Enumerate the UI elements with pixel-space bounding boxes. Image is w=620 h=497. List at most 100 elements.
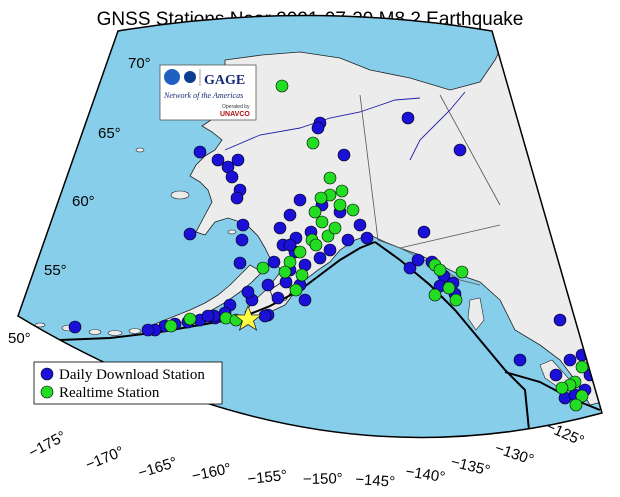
lat-label-50: 50° <box>8 330 31 347</box>
daily-download-station-marker <box>211 153 225 167</box>
realtime-station-marker <box>256 261 270 275</box>
gnss-stations <box>68 79 597 412</box>
daily-download-station-marker <box>68 320 82 334</box>
nsf-logo <box>164 69 180 85</box>
yukon-bc-border <box>439 94 501 206</box>
realtime-station-marker <box>428 288 442 302</box>
realtime-station-marker <box>455 265 469 279</box>
realtime-station-marker <box>555 381 569 395</box>
alaska-canada-border <box>359 94 379 241</box>
daily-download-station-marker <box>236 218 250 232</box>
realtime-station-marker <box>449 293 463 307</box>
lon-label-155: −155° <box>247 467 288 488</box>
nasa-logo <box>184 71 196 83</box>
daily-download-station-marker <box>183 227 197 241</box>
daily-download-station-marker <box>323 243 337 257</box>
daily-download-station-marker <box>230 191 244 205</box>
daily-download-station-marker <box>341 233 355 247</box>
legend-realtime-label: Realtime Station <box>59 385 160 401</box>
legend-daily-label: Daily Download Station <box>59 367 205 383</box>
daily-download-station-marker <box>563 353 577 367</box>
realtime-station-marker <box>275 79 289 93</box>
realtime-station-marker <box>433 263 447 277</box>
juan-de-fuca-boundary <box>504 371 601 411</box>
daily-download-station-marker <box>298 293 312 307</box>
daily-download-station-marker <box>453 143 467 157</box>
legend-daily-swatch <box>40 367 54 381</box>
daily-download-station-marker <box>261 278 275 292</box>
daily-download-station-marker <box>283 208 297 222</box>
lon-label-165: −165° <box>136 454 179 482</box>
realtime-station-marker <box>293 245 307 259</box>
canada-province-border <box>399 224 501 249</box>
daily-download-station-marker <box>293 193 307 207</box>
daily-download-station-marker <box>283 238 297 252</box>
legend: Daily Download Station Realtime Station <box>33 361 223 405</box>
lon-label-130: −130° <box>493 440 536 469</box>
daily-download-station-marker <box>401 111 415 125</box>
mackenzie-river <box>409 91 466 161</box>
queen-charlotte-fault <box>374 241 531 438</box>
realtime-station-marker <box>314 191 328 205</box>
daily-download-station-marker <box>241 285 255 299</box>
realtime-station-marker <box>346 203 360 217</box>
gage-logo: GAGE Network of the Americas Operated by… <box>159 64 257 121</box>
realtime-station-marker <box>278 265 292 279</box>
daily-download-station-marker <box>267 255 281 269</box>
realtime-station-marker <box>333 198 347 212</box>
daily-download-station-marker <box>225 170 239 184</box>
daily-download-station-marker <box>313 251 327 265</box>
daily-download-station-marker <box>233 256 247 270</box>
realtime-station-marker <box>183 312 197 326</box>
lat-label-60: 60° <box>72 193 95 210</box>
daily-download-station-marker <box>403 261 417 275</box>
lat-label-70: 70° <box>128 55 151 72</box>
aleutian-trench <box>18 241 376 349</box>
lon-label-135: −135° <box>449 453 492 479</box>
gage-logo-subtitle: Network of the Americas <box>163 91 243 100</box>
lon-label-145: −145° <box>355 471 396 491</box>
daily-download-station-marker <box>553 313 567 327</box>
daily-download-station-marker <box>201 309 215 323</box>
realtime-station-marker <box>323 171 337 185</box>
gage-logo-operator: UNAVCO <box>220 111 250 118</box>
daily-download-station-marker <box>513 353 527 367</box>
realtime-station-marker <box>328 221 342 235</box>
lon-label-175: −175° <box>26 428 69 462</box>
daily-download-station-marker <box>337 148 351 162</box>
bering-sea-islands <box>135 147 237 235</box>
realtime-station-marker <box>569 398 583 412</box>
realtime-station-marker <box>308 205 322 219</box>
realtime-station-marker <box>289 283 303 297</box>
daily-download-station-marker <box>353 218 367 232</box>
daily-download-station-marker <box>235 233 249 247</box>
realtime-station-marker <box>575 389 589 403</box>
daily-download-station-marker <box>311 121 325 135</box>
lon-label-160: −160° <box>190 460 232 485</box>
realtime-station-marker <box>442 281 456 295</box>
daily-download-station-marker <box>193 145 207 159</box>
daily-download-station-marker <box>258 309 272 323</box>
legend-realtime-swatch <box>40 385 54 399</box>
gage-logo-text: GAGE <box>204 73 245 88</box>
realtime-station-marker <box>321 229 335 243</box>
daily-download-station-marker <box>231 153 245 167</box>
lat-label-65: 65° <box>98 125 121 142</box>
lon-label-140: −140° <box>404 463 446 486</box>
daily-download-station-marker <box>411 253 425 267</box>
realtime-station-marker <box>575 360 589 374</box>
realtime-station-marker <box>335 184 349 198</box>
realtime-station-marker <box>295 268 309 282</box>
daily-download-station-marker <box>271 291 285 305</box>
lon-label-150: −150° <box>303 470 343 488</box>
realtime-station-marker <box>164 319 178 333</box>
yukon-river <box>224 97 421 151</box>
realtime-station-marker <box>306 136 320 150</box>
daily-download-station-marker <box>141 323 155 337</box>
star-epicenter-icon <box>233 304 263 331</box>
realtime-station-marker <box>309 238 323 252</box>
realtime-station-marker <box>283 255 297 269</box>
realtime-station-marker <box>315 215 329 229</box>
gage-logo-operated-by: Operated by <box>222 104 250 110</box>
